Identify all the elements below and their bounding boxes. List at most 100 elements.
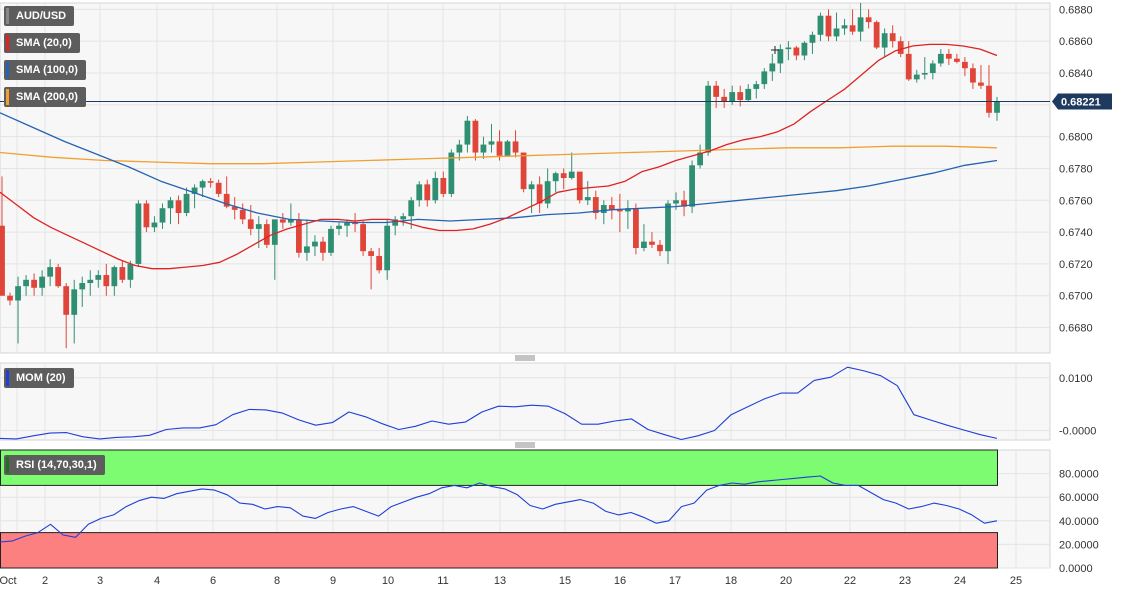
- candle-body: [833, 28, 840, 37]
- candle-body: [464, 120, 471, 145]
- price-tick-label: 0.6880: [1059, 4, 1093, 16]
- x-tick-label: 23: [899, 575, 911, 587]
- legend-sma-20[interactable]: SMA (20,0): [4, 33, 80, 53]
- candle-body: [512, 141, 519, 153]
- legend-label: SMA (200,0): [16, 91, 78, 103]
- candle-body: [79, 283, 86, 290]
- legend-sma-200[interactable]: SMA (200,0): [4, 87, 86, 107]
- candle-body: [801, 42, 808, 56]
- candle-body: [849, 25, 856, 32]
- rsi-tick-label: 0.0000: [1059, 563, 1093, 575]
- x-tick-label: 3: [97, 575, 103, 587]
- candle-body: [817, 15, 824, 35]
- candle-body: [576, 171, 583, 201]
- candle-body: [287, 219, 294, 223]
- price-tick-label: 0.6860: [1059, 36, 1093, 48]
- mom-tick-label: -0.0000: [1059, 426, 1096, 438]
- x-tick-label: 24: [954, 575, 966, 587]
- candle-body: [681, 200, 687, 207]
- candle-body: [873, 22, 880, 48]
- x-tick-label: 22: [844, 575, 856, 587]
- candle-body: [271, 219, 278, 245]
- candle-body: [673, 200, 679, 204]
- price-tick-label: 0.6740: [1059, 227, 1093, 239]
- legend-mom[interactable]: MOM (20): [4, 368, 74, 388]
- candle-body: [344, 222, 350, 226]
- legend-rsi[interactable]: RSI (14,70,30,1): [4, 455, 105, 475]
- candle-body: [552, 173, 559, 182]
- candle-body: [55, 267, 62, 287]
- candle-body: [793, 47, 800, 56]
- rsi-zones: [0, 449, 998, 569]
- candle-body: [400, 216, 407, 220]
- candle-body: [705, 85, 712, 153]
- candle-body: [584, 197, 591, 201]
- rsi-oversold-zone: [0, 532, 998, 569]
- candle-body: [633, 208, 639, 248]
- candle-body: [472, 120, 479, 153]
- candle-body: [215, 182, 222, 194]
- sma-100-line: [0, 112, 998, 224]
- legend-swatch: [6, 370, 9, 386]
- y-axis-labels: 0.68800.68600.68400.68200.68000.67800.67…: [1052, 4, 1112, 575]
- candle-body: [159, 208, 166, 223]
- candle-body: [352, 222, 358, 225]
- sma-20-line: [0, 43, 998, 270]
- mom-panel: [0, 362, 1051, 441]
- candle-body: [536, 184, 543, 204]
- candle-body: [424, 184, 431, 201]
- x-tick-label: 15: [559, 575, 571, 587]
- candle-body: [986, 85, 992, 113]
- candle-body: [296, 219, 302, 253]
- candle-body: [31, 279, 37, 288]
- candle-body: [616, 209, 623, 212]
- last-price-tag: [1052, 93, 1112, 110]
- x-tick-label: 20: [780, 575, 792, 587]
- candle-body: [929, 63, 936, 73]
- candle-body: [994, 101, 1000, 113]
- rsi-tick-label: 20.0000: [1059, 539, 1099, 551]
- candle-body: [769, 63, 776, 72]
- candle-body: [328, 228, 334, 253]
- candle-body: [777, 49, 784, 64]
- candle-body: [440, 178, 447, 194]
- candle-body: [945, 53, 952, 59]
- candle-body: [175, 200, 182, 213]
- candle-body: [785, 47, 792, 50]
- last-price-label: 0.68221: [1061, 96, 1101, 108]
- candle-body: [657, 244, 663, 252]
- candle-body: [905, 53, 912, 80]
- x-tick-label: 16: [614, 575, 626, 587]
- legend-label: RSI (14,70,30,1): [16, 459, 97, 471]
- candle-body: [87, 279, 94, 283]
- legend-aud-usd[interactable]: AUD/USD: [4, 6, 75, 26]
- x-tick-label: 6: [210, 575, 216, 587]
- candle-body: [857, 17, 864, 32]
- candle-body: [865, 17, 872, 23]
- candle-body: [7, 295, 13, 301]
- candle-body: [921, 73, 928, 75]
- candle-body: [143, 203, 150, 228]
- candle-body: [504, 141, 511, 156]
- x-tick-label: 2: [42, 575, 48, 587]
- legend-label: SMA (20,0): [16, 37, 72, 49]
- candle-body: [167, 200, 174, 209]
- candle-body: [392, 219, 399, 226]
- candle-body: [520, 152, 527, 190]
- candle-body: [39, 276, 46, 288]
- rsi-tick-label: 60.0000: [1059, 492, 1099, 504]
- candle-body: [360, 224, 366, 252]
- candle-body: [480, 144, 487, 153]
- candle-body: [641, 241, 647, 248]
- pane-separators: [515, 46, 779, 448]
- x-tick-label: 11: [437, 575, 448, 587]
- price-tick-label: 0.6780: [1059, 163, 1093, 175]
- candle-body: [897, 41, 904, 54]
- candle-body: [119, 267, 126, 280]
- legend-sma-100[interactable]: SMA (100,0): [4, 60, 86, 80]
- x-tick-label: 13: [494, 575, 506, 587]
- candle-body: [608, 205, 615, 210]
- candle-body: [95, 275, 102, 280]
- candle-body: [239, 209, 246, 220]
